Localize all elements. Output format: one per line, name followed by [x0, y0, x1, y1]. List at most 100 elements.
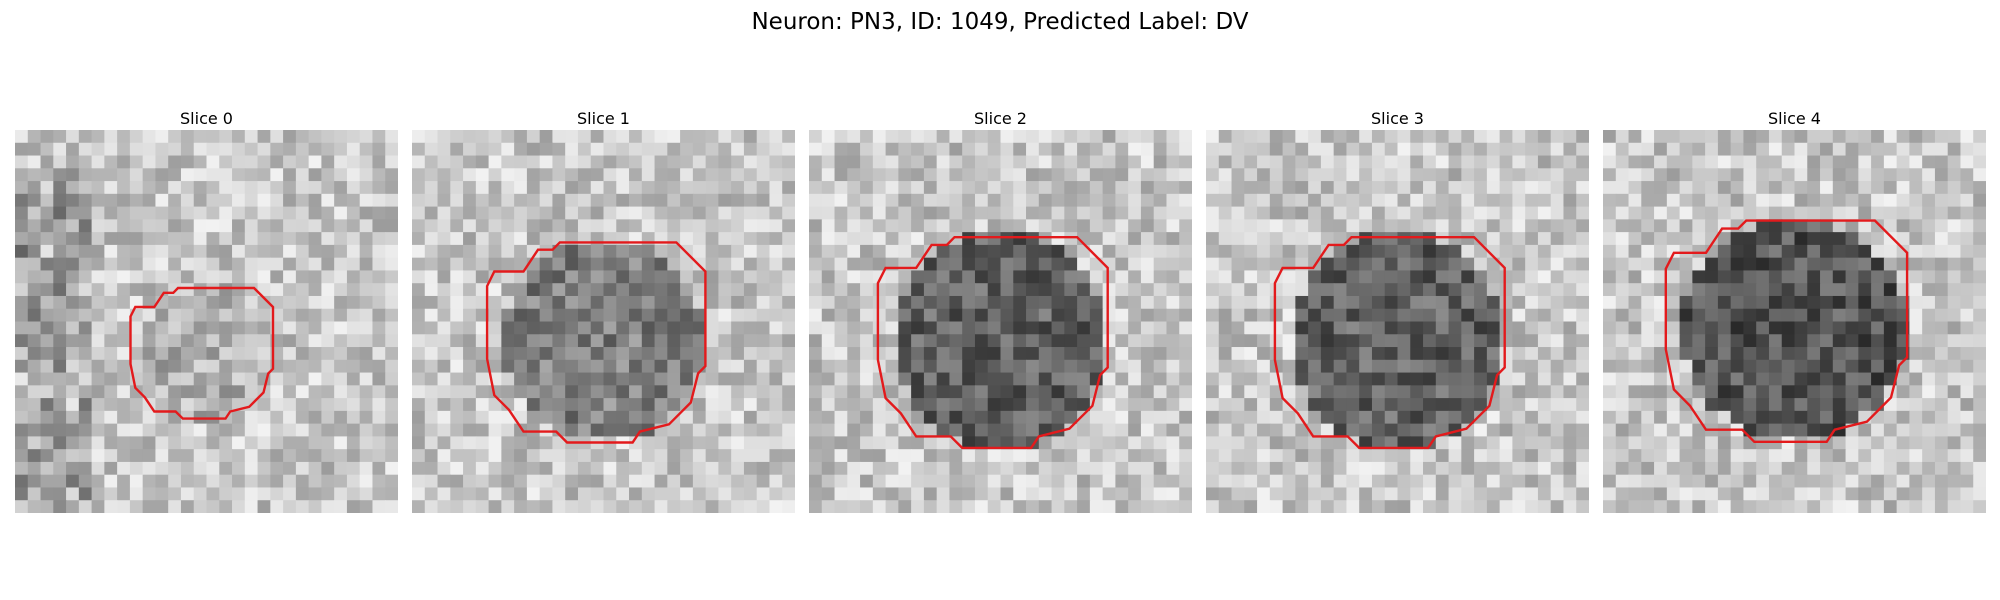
pixel-cell	[1371, 321, 1386, 335]
pixel-cell	[385, 500, 398, 513]
pixel-cell	[1140, 270, 1155, 284]
pixel-cell	[53, 270, 67, 284]
pixel-cell	[616, 423, 630, 437]
pixel-cell	[219, 321, 233, 335]
pixel-cell	[283, 500, 297, 513]
pixel-cell	[1512, 347, 1526, 361]
pixel-cell	[1576, 283, 1589, 297]
pixel-cell	[514, 270, 528, 284]
pixel-cell	[1871, 181, 1885, 195]
pixel-cell	[1333, 385, 1348, 399]
pixel-cell	[1896, 130, 1910, 144]
pixel-cell	[1026, 410, 1040, 425]
pixel-cell	[1308, 372, 1322, 386]
pixel-cell	[539, 244, 554, 259]
pixel-cell	[1934, 487, 1949, 501]
pixel-cell	[257, 257, 271, 272]
pixel-cell	[834, 461, 848, 476]
pixel-cell	[1628, 295, 1642, 310]
pixel-cell	[1794, 206, 1808, 220]
pixel-cell	[1423, 232, 1437, 246]
pixel-cell	[1371, 487, 1386, 501]
pixel-cell	[974, 295, 989, 310]
pixel-cell	[974, 385, 989, 399]
pixel-cell	[1474, 295, 1488, 310]
pixel-cell	[1537, 461, 1552, 476]
pixel-cell	[1909, 410, 1923, 425]
pixel-cell	[821, 283, 836, 297]
pixel-cell	[616, 487, 630, 501]
pixel-cell	[1832, 410, 1847, 425]
pixel-cell	[168, 244, 182, 259]
pixel-cell	[270, 398, 284, 412]
pixel-cell	[1026, 270, 1040, 284]
pixel-cell	[1603, 372, 1617, 386]
pixel-cell	[565, 193, 579, 208]
pixel-cell	[526, 410, 541, 425]
pixel-cell	[321, 270, 335, 284]
pixel-cell	[667, 155, 681, 169]
pixel-cell	[590, 321, 605, 335]
pixel-cell	[949, 206, 963, 220]
pixel-cell	[1384, 232, 1399, 246]
pixel-cell	[577, 193, 592, 208]
pixel-cell	[424, 436, 439, 450]
pixel-cell	[168, 181, 182, 195]
pixel-cell	[168, 500, 182, 513]
pixel-cell	[923, 474, 938, 489]
pixel-cell	[1397, 321, 1411, 335]
pixel-cell	[1153, 410, 1168, 425]
pixel-cell	[1934, 410, 1949, 425]
pixel-cell	[949, 181, 963, 195]
pixel-cell	[705, 449, 719, 463]
pixel-cell	[1499, 206, 1513, 220]
pixel-cell	[385, 398, 398, 412]
pixel-cell	[66, 449, 80, 463]
pixel-cell	[1603, 423, 1617, 437]
pixel-cell	[1000, 270, 1014, 284]
pixel-cell	[78, 449, 93, 463]
pixel-cell	[1486, 142, 1501, 157]
pixel-cell	[936, 155, 951, 169]
pixel-cell	[834, 244, 848, 259]
pixel-cell	[424, 487, 439, 501]
pixel-cell	[987, 372, 1002, 386]
pixel-cell	[1525, 449, 1539, 463]
pixel-cell	[257, 398, 271, 412]
pixel-cell	[1845, 181, 1859, 195]
pixel-cell	[616, 193, 630, 208]
pixel-cell	[692, 385, 707, 399]
pixel-cell	[1794, 474, 1808, 489]
pixel-cell	[180, 155, 195, 169]
pixel-cell	[475, 270, 490, 284]
pixel-cell	[257, 436, 271, 450]
pixel-cell	[1244, 398, 1258, 412]
pixel-cell	[1654, 474, 1668, 489]
pixel-cell	[1423, 142, 1437, 157]
pixel-cell	[219, 334, 233, 348]
pixel-cell	[1102, 372, 1116, 386]
pixel-cell	[308, 500, 322, 513]
pixel-cell	[1064, 270, 1078, 284]
pixel-cell	[1794, 398, 1808, 412]
pixel-cell	[987, 321, 1002, 335]
pixel-cell	[359, 385, 374, 399]
pixel-cell	[168, 347, 182, 361]
pixel-cell	[1166, 372, 1180, 386]
pixel-cell	[769, 461, 783, 476]
pixel-cell	[232, 193, 246, 208]
pixel-cell	[1153, 193, 1168, 208]
pixel-cell	[1615, 385, 1630, 399]
pixel-cell	[936, 410, 951, 425]
pixel-cell	[743, 244, 758, 259]
pixel-cell	[321, 372, 335, 386]
pixel-cell	[1140, 232, 1155, 246]
pixel-cell	[1756, 410, 1770, 425]
pixel-cell	[898, 295, 912, 310]
pixel-cell	[219, 130, 233, 144]
pixel-cell	[1115, 449, 1129, 463]
pixel-cell	[1231, 398, 1245, 412]
pixel-cell	[769, 270, 783, 284]
pixel-cell	[1308, 181, 1322, 195]
pixel-cell	[809, 474, 823, 489]
